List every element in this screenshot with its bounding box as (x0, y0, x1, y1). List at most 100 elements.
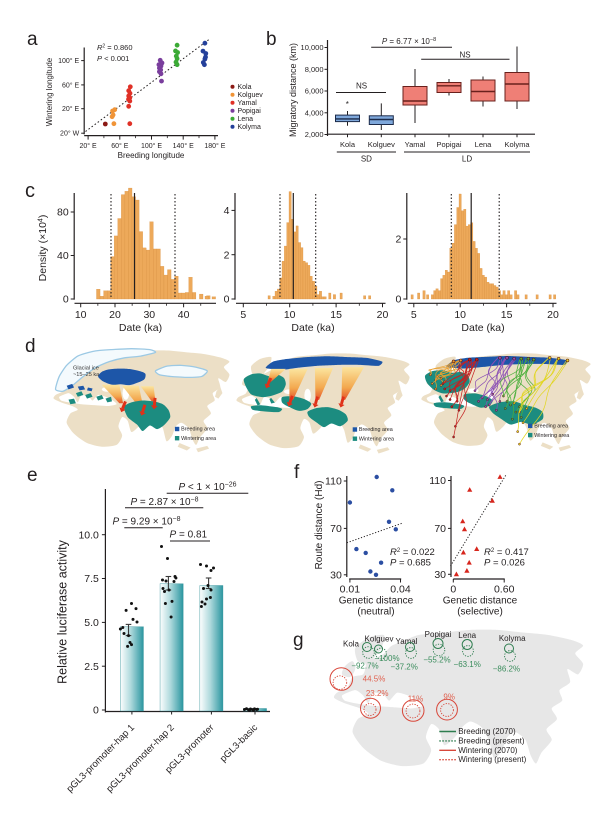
svg-text:P < 0.001: P < 0.001 (97, 54, 129, 63)
svg-text:10,000: 10,000 (301, 43, 324, 52)
svg-text:P = 0.026: P = 0.026 (484, 558, 525, 569)
svg-text:15: 15 (501, 309, 513, 321)
svg-text:2.5: 2.5 (84, 661, 99, 673)
svg-text:6,000: 6,000 (305, 87, 324, 96)
svg-text:Wintering longitude: Wintering longitude (45, 57, 54, 126)
svg-text:Date (ka): Date (ka) (291, 322, 334, 334)
svg-text:Breeding area: Breeding area (534, 424, 568, 430)
svg-text:Popigai: Popigai (425, 630, 452, 639)
svg-text:P = 0.685: P = 0.685 (390, 558, 431, 569)
svg-text:30: 30 (330, 570, 342, 582)
svg-text:P = 6.77 × 10−8: P = 6.77 × 10−8 (382, 37, 436, 46)
svg-text:10: 10 (75, 309, 87, 321)
svg-text:Date (ka): Date (ka) (119, 322, 162, 334)
svg-text:~15–25 ka: ~15–25 ka (73, 372, 100, 378)
svg-text:70: 70 (330, 523, 342, 535)
svg-text:Popigai: Popigai (238, 108, 262, 115)
svg-text:10: 10 (284, 309, 296, 321)
svg-text:NS: NS (356, 82, 367, 91)
svg-text:Kola: Kola (340, 140, 356, 149)
svg-text:Density (×104): Density (×104) (37, 215, 49, 282)
svg-text:Kolguev: Kolguev (368, 140, 395, 149)
svg-text:44.5%: 44.5% (363, 675, 386, 684)
svg-text:P = 0.81: P = 0.81 (170, 530, 208, 541)
svg-text:15: 15 (330, 309, 342, 321)
svg-text:e: e (27, 465, 38, 486)
svg-text:NS: NS (459, 51, 470, 60)
svg-text:70: 70 (434, 523, 446, 535)
svg-text:(neutral): (neutral) (357, 607, 394, 618)
svg-text:0.04: 0.04 (390, 584, 411, 596)
svg-text:30: 30 (434, 569, 446, 581)
svg-text:b: b (266, 29, 277, 50)
svg-text:11%: 11% (408, 695, 423, 704)
svg-text:10.0: 10.0 (78, 529, 99, 541)
svg-text:2,000: 2,000 (305, 130, 324, 139)
svg-text:4: 4 (224, 205, 230, 217)
svg-text:f: f (294, 462, 300, 483)
svg-text:80: 80 (57, 207, 69, 219)
svg-text:Date (ka): Date (ka) (461, 322, 504, 334)
svg-text:SD: SD (361, 155, 372, 164)
svg-text:−100%: −100% (374, 654, 399, 663)
svg-text:Breeding (2070): Breeding (2070) (458, 727, 516, 736)
svg-text:Kola: Kola (343, 640, 360, 649)
svg-text:(selective): (selective) (457, 607, 503, 618)
svg-text:Kolyma: Kolyma (238, 124, 261, 131)
svg-text:Relative luciferase activity: Relative luciferase activity (56, 539, 70, 684)
svg-text:R2 = 0.417: R2 = 0.417 (484, 547, 529, 558)
svg-text:0: 0 (395, 294, 401, 306)
svg-text:d: d (25, 336, 36, 357)
svg-text:10: 10 (454, 309, 466, 321)
svg-text:a: a (27, 29, 38, 50)
svg-text:20° E: 20° E (79, 142, 97, 150)
svg-text:110: 110 (429, 475, 446, 487)
svg-text:0: 0 (63, 294, 69, 306)
svg-text:Genetic distance: Genetic distance (443, 596, 518, 607)
svg-text:Wintering (present): Wintering (present) (458, 755, 526, 764)
svg-text:Breeding area: Breeding area (181, 427, 215, 433)
svg-text:Kolyma: Kolyma (504, 140, 530, 149)
svg-text:40: 40 (178, 309, 190, 321)
svg-text:Yamal: Yamal (405, 140, 426, 149)
svg-text:40: 40 (57, 250, 69, 262)
svg-text:Migratory distance (km): Migratory distance (km) (288, 43, 298, 137)
svg-text:R2 = 0.022: R2 = 0.022 (390, 547, 435, 558)
svg-text:g: g (293, 630, 304, 651)
svg-text:20: 20 (547, 309, 559, 321)
svg-text:Lena: Lena (475, 140, 493, 149)
svg-text:5: 5 (411, 309, 417, 321)
svg-text:*: * (346, 100, 349, 109)
svg-text:7.5: 7.5 (84, 573, 99, 585)
svg-text:Breeding longitude: Breeding longitude (118, 151, 185, 160)
svg-text:60° E: 60° E (111, 142, 129, 150)
svg-text:−63.1%: −63.1% (454, 660, 481, 669)
svg-text:−37.2%: −37.2% (391, 663, 418, 672)
svg-text:Breeding (present): Breeding (present) (458, 736, 525, 745)
svg-text:Genetic distance: Genetic distance (339, 596, 414, 607)
svg-text:0.01: 0.01 (340, 584, 361, 596)
svg-text:P = 9.29 × 10−8: P = 9.29 × 10−8 (112, 516, 180, 528)
svg-text:−55.2%: −55.2% (423, 656, 450, 665)
svg-text:−86.2%: −86.2% (493, 665, 520, 674)
svg-text:Breeding area: Breeding area (359, 427, 393, 433)
svg-text:140° E: 140° E (173, 142, 194, 150)
svg-text:9%: 9% (443, 693, 455, 702)
svg-text:R2 = 0.860: R2 = 0.860 (97, 43, 133, 52)
svg-text:Lena: Lena (458, 631, 476, 640)
svg-text:−92.7%: −92.7% (351, 662, 378, 671)
svg-text:Kolguev: Kolguev (238, 92, 264, 99)
svg-text:0: 0 (450, 584, 456, 596)
svg-text:Wintering (2070): Wintering (2070) (458, 746, 517, 755)
svg-text:Wintering area: Wintering area (534, 433, 569, 439)
svg-text:8,000: 8,000 (305, 65, 324, 74)
svg-text:5: 5 (240, 309, 246, 321)
svg-text:Popigai: Popigai (436, 140, 461, 149)
svg-text:23.2%: 23.2% (366, 689, 389, 698)
svg-text:c: c (25, 180, 35, 202)
svg-text:Wintering area: Wintering area (181, 436, 216, 442)
svg-text:110: 110 (325, 476, 342, 488)
svg-text:100° E: 100° E (58, 57, 79, 65)
svg-text:30: 30 (143, 309, 155, 321)
svg-text:5.0: 5.0 (84, 617, 99, 629)
